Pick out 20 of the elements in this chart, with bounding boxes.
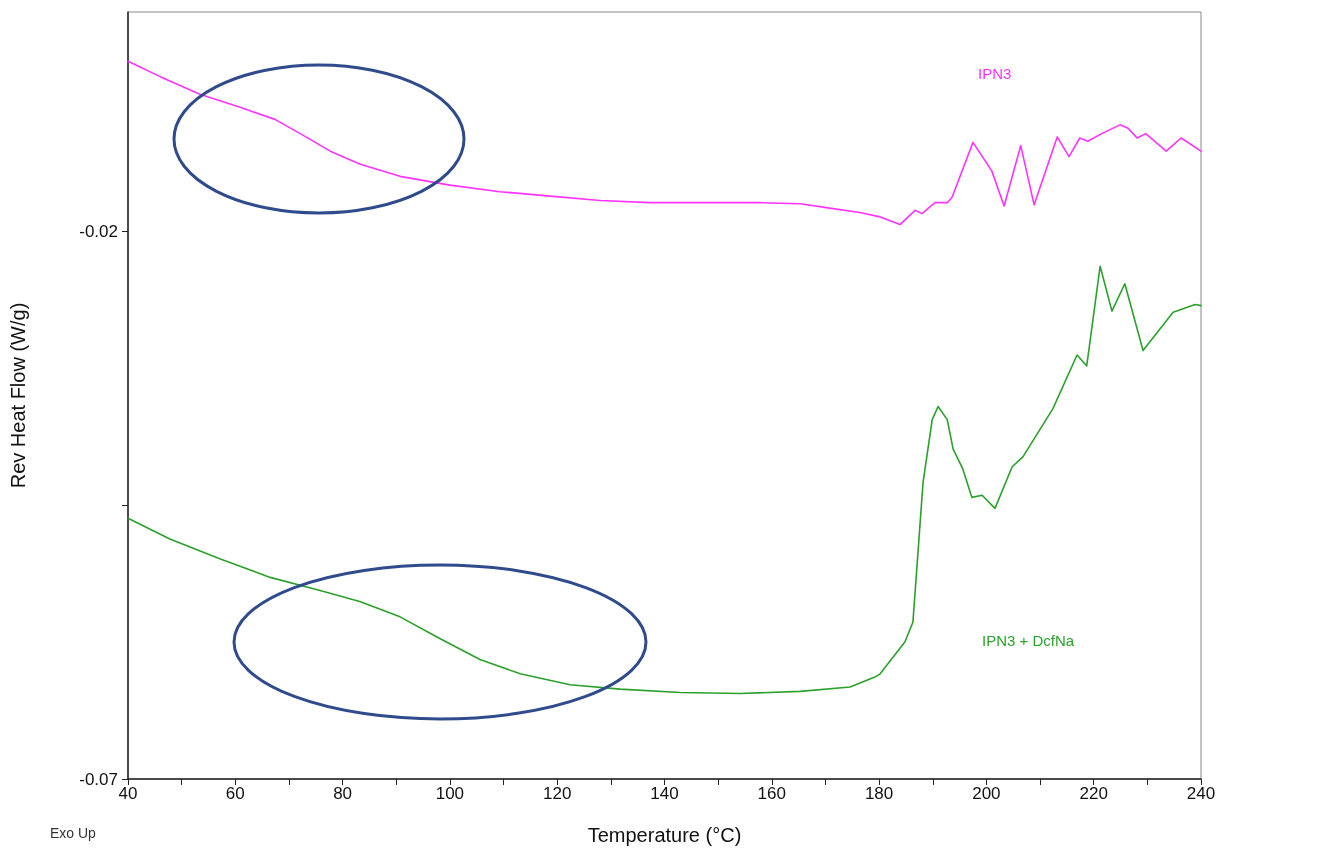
x-tick-label: 40 — [118, 784, 138, 803]
text: Exo Up — [50, 825, 97, 841]
x-tick-label: 80 — [333, 784, 353, 803]
line-series — [127, 265, 1202, 695]
x-tick-label: 60 — [225, 784, 245, 803]
x-tick-label: 120 — [543, 784, 572, 803]
x-tick-label: 180 — [864, 784, 894, 803]
text: IPN3 + DcfNa — [982, 632, 1075, 649]
x-tick-label: 160 — [757, 784, 786, 803]
x-tick-label: 100 — [435, 784, 465, 803]
text: IPN3 — [978, 65, 1012, 82]
x-tick-label: 220 — [1079, 784, 1108, 803]
x-tick-label: 240 — [1186, 784, 1216, 803]
y-axis-title: Rev Heat Flow (W/g) — [7, 302, 29, 489]
y-tick-label: -0.07 — [79, 769, 118, 789]
x-tick-label: 200 — [972, 784, 1001, 803]
x-tick-label: 140 — [650, 784, 679, 803]
x-axis-title: Temperature (°C) — [587, 824, 742, 846]
y-tick-label: -0.02 — [79, 221, 118, 241]
line-series — [127, 60, 1202, 226]
